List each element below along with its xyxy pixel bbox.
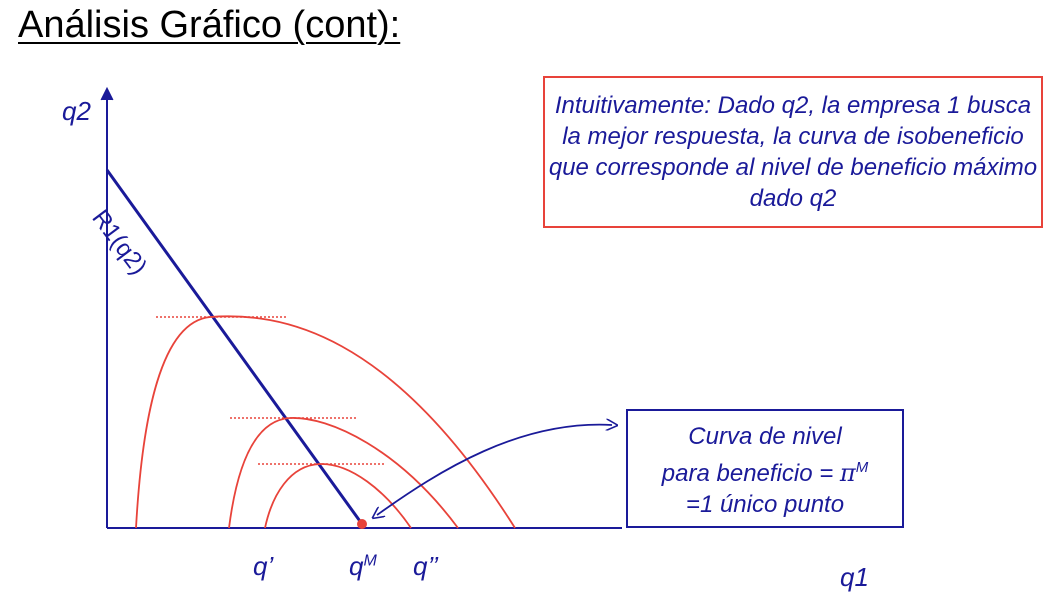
tick-label-qm-base: q [349,551,364,581]
monopoly-point [357,519,367,529]
callout-line-2-text: para beneficio = [661,460,840,487]
slide-title: Análisis Gráfico (cont): [18,4,401,46]
isoprofit-curve-inner [264,463,412,529]
isoprofit-curve-outer [135,315,516,529]
callout-line-1: Curva de nivel [688,423,842,450]
isoprofit-curve-middle [228,417,459,529]
level-curve-callout: Curva de nivel para beneficio = πM =1 ún… [626,409,904,528]
reaction-curve-r1 [105,169,364,525]
intuition-note-box: Intuitivamente: Dado q2, la empresa 1 bu… [543,76,1043,228]
tick-label-q-double-prime: q’’ [413,551,439,581]
tick-label-qm: qM [349,551,377,582]
callout-line-3: =1 único punto [685,491,845,518]
callout-arrow [377,425,612,515]
x-axis-label: q1 [840,562,869,592]
callout-line-2: para beneficio = πM [628,452,902,489]
y-axis-label: q2 [62,96,91,126]
callout-pi-sup: M [855,459,869,476]
y-axis-arrowhead [100,86,114,101]
callout-pi-symbol: π [839,459,856,487]
tick-label-qm-sup: M [363,552,377,570]
tick-label-q-prime: q’ [253,551,274,581]
